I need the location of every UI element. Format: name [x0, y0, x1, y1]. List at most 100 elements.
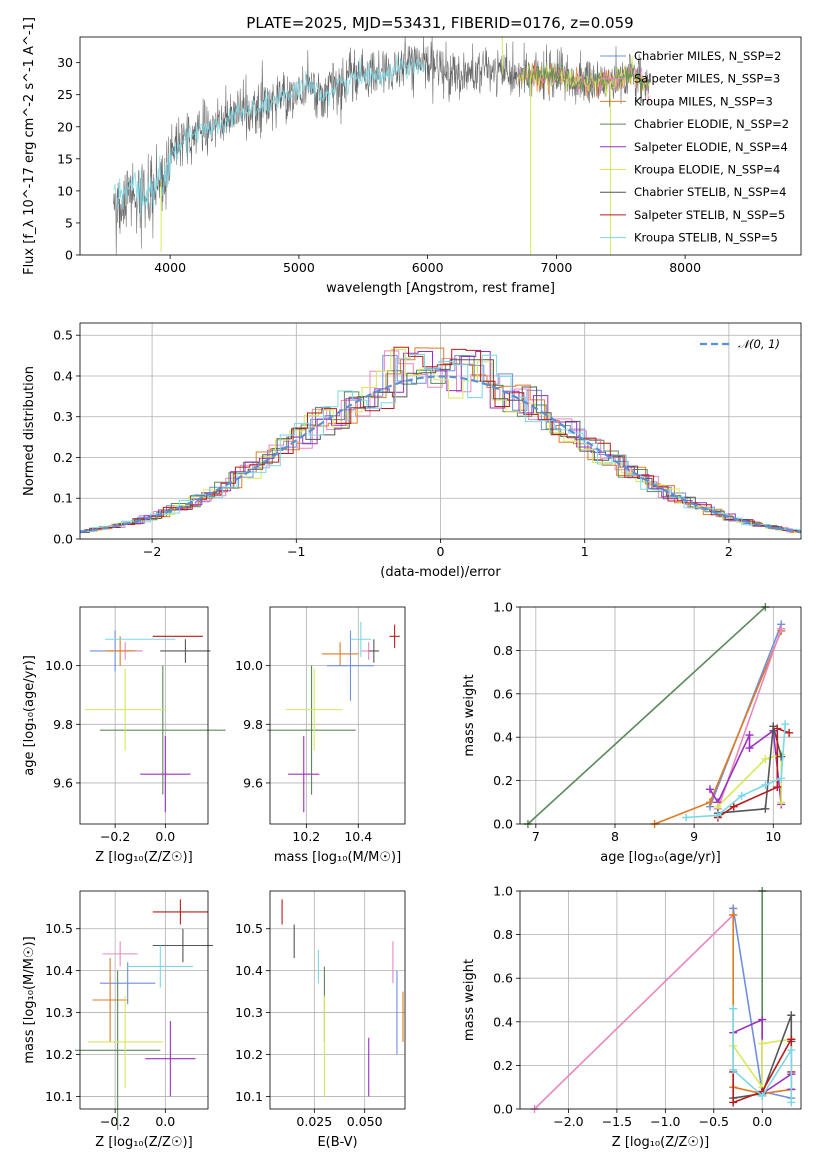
x-tick-label: 1: [581, 544, 589, 559]
errorbar-point: [74, 970, 161, 1130]
y-tick-label: 10.3: [45, 1005, 73, 1020]
histogram-series: [80, 359, 801, 533]
x-tick-label: 5000: [283, 260, 315, 275]
weight-line: [733, 1015, 793, 1099]
errorbar-point: [152, 899, 208, 925]
weight-marker: [787, 1035, 796, 1044]
legend-label: Kroupa STELIB, N_SSP=5: [634, 231, 778, 245]
weight-marker: [787, 1046, 796, 1055]
x-tick-label: −0.2: [100, 829, 130, 844]
axes-frame: [79, 606, 209, 825]
x-tick-label: 7: [532, 829, 540, 844]
spectrum-panel: 4000 5000 6000 7000 8000 0 5 10 15 20 25 30 waveleng…: [22, 17, 802, 296]
x-tick-label: −1.0: [650, 1114, 680, 1129]
y-tick-label: 0.1: [53, 491, 73, 506]
weight-marker: [761, 804, 770, 813]
legend-label: Salpeter STELIB, N_SSP=5: [634, 208, 785, 222]
weight-marker: [773, 724, 782, 733]
spectrum-line: [113, 54, 426, 218]
y-axis-label: Flux [f_λ 10^-17 erg cm^-2 s^-1 A^-1]: [22, 17, 37, 275]
weight-marker: [761, 754, 770, 763]
y-tick-label: 0.2: [493, 773, 513, 788]
legend-label: Salpeter MILES, N_SSP=3: [634, 72, 780, 86]
weight-vs-age-panel: 7 8 9 10 0.0 0.2 0.4 0.6 0.8 1.0 age [log₁₀(age/yr…: [462, 600, 802, 865]
x-tick-label: 8000: [669, 260, 701, 275]
errorbar-point: [87, 995, 163, 1089]
y-tick-label: 0.5: [53, 328, 73, 343]
weight-line: [686, 724, 786, 819]
y-tick-label: 0.2: [493, 1058, 513, 1073]
y-tick-label: 0.0: [493, 817, 513, 832]
y-tick-label: 10.0: [235, 658, 263, 673]
figure-title: PLATE=2025, MJD=53431, FIBERID=0176, z=0…: [246, 14, 633, 32]
errorbar-point: [145, 1020, 196, 1097]
x-axis-label: Z [log₁₀(Z/Z☉)]: [95, 850, 192, 865]
x-tick-label: −1.5: [602, 1114, 632, 1129]
weight-marker: [787, 1098, 796, 1107]
histogram-series: [80, 348, 801, 534]
y-tick-label: 5: [65, 215, 73, 230]
y-tick-label: 0.3: [53, 409, 73, 424]
y-tick-label: 0.8: [493, 643, 513, 658]
legend-label: Salpeter ELODIE, N_SSP=4: [634, 140, 788, 154]
y-tick-label: 9.8: [243, 717, 263, 732]
y-tick-label: 10.2: [235, 1047, 263, 1062]
x-tick-label: 0.025: [296, 1114, 332, 1129]
weight-marker: [705, 785, 714, 794]
errorbar-point: [100, 665, 226, 795]
weight-vs-metallicity-panel: −2.0 −1.5 −1.0 −0.5 0.0 0.0 0.2 0.4 0.6 0.8 1.0 Z […: [462, 884, 802, 1150]
histogram-series: [80, 355, 801, 533]
errorbar-point: [350, 621, 372, 657]
legend-label: Kroupa MILES, N_SSP=3: [634, 94, 773, 108]
x-tick-label: 2: [725, 544, 733, 559]
y-tick-label: 30: [57, 55, 73, 70]
axes-frame: [79, 36, 802, 256]
y-tick-label: 25: [57, 87, 73, 102]
axes-frame: [519, 606, 802, 825]
y-tick-label: 10: [57, 183, 73, 198]
weight-marker: [729, 910, 738, 919]
x-axis-label: E(B-V): [317, 1135, 357, 1150]
errorbar-point: [100, 962, 156, 1005]
errorbar-point: [327, 630, 374, 701]
y-tick-label: 9.6: [243, 775, 263, 790]
x-axis-label: Z [log₁₀(Z/Z☉)]: [612, 1135, 709, 1150]
y-tick-label: 10.2: [45, 1047, 73, 1062]
weight-marker: [729, 802, 738, 811]
legend-label: 𝒩(0, 1): [738, 337, 780, 351]
y-tick-label: 10.4: [235, 963, 263, 978]
weight-marker: [729, 1098, 738, 1107]
spectrum-line: [113, 36, 650, 256]
x-tick-label: 6000: [412, 260, 444, 275]
y-tick-label: 0.0: [53, 532, 73, 547]
y-tick-label: 10.0: [45, 658, 73, 673]
x-tick-label: −1: [287, 544, 305, 559]
y-tick-label: 0.0: [493, 1102, 513, 1117]
y-tick-label: 10.5: [235, 921, 263, 936]
y-tick-label: 20: [57, 119, 73, 134]
x-tick-label: 0: [437, 544, 445, 559]
age-vs-metallicity-panel: −0.2 0.0 9.6 9.8 10.0 Z [log₁₀(Z/Z☉)] age [log…: [22, 606, 226, 865]
weight-marker: [777, 624, 786, 633]
errorbar-point: [285, 668, 343, 751]
x-tick-label: 7000: [540, 260, 572, 275]
errorbar-point: [152, 928, 214, 963]
axes-frame: [519, 890, 802, 1110]
x-tick-label: 10: [765, 829, 781, 844]
weight-marker: [729, 1065, 738, 1074]
x-tick-label: 0.0: [752, 1114, 772, 1129]
axes-frame: [79, 890, 209, 1110]
x-axis-label: wavelength [Angstrom, rest frame]: [326, 281, 555, 296]
y-tick-label: 0.2: [53, 450, 73, 465]
errorbar-point: [127, 945, 193, 988]
axes-frame: [269, 606, 406, 825]
legend-label: Chabrier MILES, N_SSP=2: [634, 49, 781, 63]
weight-marker: [745, 744, 754, 753]
weight-marker: [761, 780, 770, 789]
weight-line: [732, 915, 792, 1095]
x-tick-label: 0.0: [155, 829, 175, 844]
x-tick-label: −2: [143, 544, 161, 559]
weight-line: [732, 1038, 792, 1090]
y-tick-label: 1.0: [493, 600, 513, 615]
weight-marker: [781, 720, 790, 729]
